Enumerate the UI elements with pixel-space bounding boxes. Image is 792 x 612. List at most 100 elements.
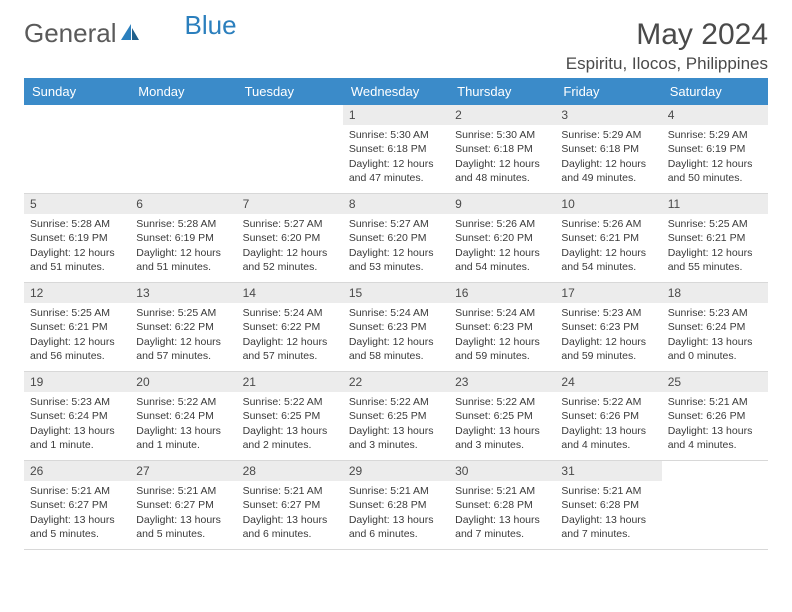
day-info-line: and 54 minutes.: [455, 260, 549, 274]
day-info-line: and 59 minutes.: [561, 349, 655, 363]
day-info-line: Sunset: 6:23 PM: [561, 320, 655, 334]
day-info-line: Sunrise: 5:28 AM: [136, 217, 230, 231]
day-number: 27: [130, 461, 236, 481]
day-info-line: Sunrise: 5:21 AM: [455, 484, 549, 498]
day-number: 20: [130, 372, 236, 392]
calendar-day-cell: 22Sunrise: 5:22 AMSunset: 6:25 PMDayligh…: [343, 372, 449, 461]
day-number: [662, 461, 768, 481]
calendar-day-cell: [237, 105, 343, 194]
sail-icon: [119, 18, 141, 49]
day-info-line: Sunrise: 5:25 AM: [30, 306, 124, 320]
day-info-line: and 3 minutes.: [349, 438, 443, 452]
brand-logo: General Blue: [24, 18, 237, 49]
day-info-line: Sunrise: 5:23 AM: [561, 306, 655, 320]
day-info-line: and 54 minutes.: [561, 260, 655, 274]
calendar-day-cell: 8Sunrise: 5:27 AMSunset: 6:20 PMDaylight…: [343, 194, 449, 283]
day-number: 22: [343, 372, 449, 392]
day-info-line: Daylight: 13 hours: [30, 513, 124, 527]
calendar-day-cell: 12Sunrise: 5:25 AMSunset: 6:21 PMDayligh…: [24, 283, 130, 372]
calendar-day-cell: 16Sunrise: 5:24 AMSunset: 6:23 PMDayligh…: [449, 283, 555, 372]
calendar-day-cell: 26Sunrise: 5:21 AMSunset: 6:27 PMDayligh…: [24, 461, 130, 550]
day-info-line: Sunrise: 5:22 AM: [136, 395, 230, 409]
day-info-line: Sunrise: 5:25 AM: [136, 306, 230, 320]
day-number: 10: [555, 194, 661, 214]
day-info-line: Sunrise: 5:22 AM: [455, 395, 549, 409]
day-info-line: Daylight: 12 hours: [349, 246, 443, 260]
day-info-line: Daylight: 13 hours: [136, 424, 230, 438]
weekday-header: Tuesday: [237, 78, 343, 105]
day-number: [237, 105, 343, 125]
calendar-day-cell: 23Sunrise: 5:22 AMSunset: 6:25 PMDayligh…: [449, 372, 555, 461]
day-info-line: Sunset: 6:27 PM: [243, 498, 337, 512]
day-info-line: Daylight: 12 hours: [455, 335, 549, 349]
day-info-line: and 2 minutes.: [243, 438, 337, 452]
calendar-day-cell: [130, 105, 236, 194]
day-info-line: Sunset: 6:26 PM: [668, 409, 762, 423]
calendar-day-cell: 17Sunrise: 5:23 AMSunset: 6:23 PMDayligh…: [555, 283, 661, 372]
day-info-line: Daylight: 12 hours: [561, 335, 655, 349]
day-info-line: Daylight: 13 hours: [455, 424, 549, 438]
weekday-header: Saturday: [662, 78, 768, 105]
calendar-day-cell: 9Sunrise: 5:26 AMSunset: 6:20 PMDaylight…: [449, 194, 555, 283]
day-info-line: Sunset: 6:27 PM: [30, 498, 124, 512]
day-info-line: Sunset: 6:18 PM: [349, 142, 443, 156]
day-number: 14: [237, 283, 343, 303]
day-info-line: Daylight: 13 hours: [136, 513, 230, 527]
day-info-line: Sunset: 6:20 PM: [349, 231, 443, 245]
day-info-line: Sunrise: 5:27 AM: [243, 217, 337, 231]
day-info-line: Sunset: 6:24 PM: [668, 320, 762, 334]
day-number: 18: [662, 283, 768, 303]
day-info-line: and 52 minutes.: [243, 260, 337, 274]
calendar-day-cell: 19Sunrise: 5:23 AMSunset: 6:24 PMDayligh…: [24, 372, 130, 461]
day-info-line: Daylight: 12 hours: [136, 335, 230, 349]
day-number: 6: [130, 194, 236, 214]
day-info-line: Sunrise: 5:23 AM: [30, 395, 124, 409]
calendar-week-row: 5Sunrise: 5:28 AMSunset: 6:19 PMDaylight…: [24, 194, 768, 283]
day-number: 30: [449, 461, 555, 481]
day-info-line: and 56 minutes.: [30, 349, 124, 363]
day-info-line: and 47 minutes.: [349, 171, 443, 185]
day-info-line: and 5 minutes.: [136, 527, 230, 541]
weekday-header: Monday: [130, 78, 236, 105]
day-info-line: Sunrise: 5:21 AM: [561, 484, 655, 498]
day-info-line: Daylight: 12 hours: [30, 335, 124, 349]
day-number: 19: [24, 372, 130, 392]
day-info-line: Daylight: 13 hours: [668, 335, 762, 349]
day-info-line: Sunset: 6:20 PM: [243, 231, 337, 245]
day-number: 2: [449, 105, 555, 125]
day-number: 7: [237, 194, 343, 214]
calendar-day-cell: 2Sunrise: 5:30 AMSunset: 6:18 PMDaylight…: [449, 105, 555, 194]
day-number: 15: [343, 283, 449, 303]
calendar-day-cell: 6Sunrise: 5:28 AMSunset: 6:19 PMDaylight…: [130, 194, 236, 283]
calendar-day-cell: 4Sunrise: 5:29 AMSunset: 6:19 PMDaylight…: [662, 105, 768, 194]
calendar-day-cell: 24Sunrise: 5:22 AMSunset: 6:26 PMDayligh…: [555, 372, 661, 461]
day-number: 24: [555, 372, 661, 392]
calendar-day-cell: 15Sunrise: 5:24 AMSunset: 6:23 PMDayligh…: [343, 283, 449, 372]
day-number: 31: [555, 461, 661, 481]
day-info-line: Daylight: 12 hours: [561, 246, 655, 260]
day-info-line: and 5 minutes.: [30, 527, 124, 541]
day-info-line: Sunset: 6:19 PM: [30, 231, 124, 245]
calendar-day-cell: 29Sunrise: 5:21 AMSunset: 6:28 PMDayligh…: [343, 461, 449, 550]
day-info-line: Sunrise: 5:21 AM: [349, 484, 443, 498]
calendar-table: SundayMondayTuesdayWednesdayThursdayFrid…: [24, 78, 768, 550]
day-info-line: Sunrise: 5:26 AM: [455, 217, 549, 231]
day-number: 8: [343, 194, 449, 214]
day-info-line: Daylight: 12 hours: [668, 246, 762, 260]
day-number: 25: [662, 372, 768, 392]
day-info-line: Sunrise: 5:29 AM: [668, 128, 762, 142]
day-info-line: and 53 minutes.: [349, 260, 443, 274]
day-info-line: Sunset: 6:24 PM: [136, 409, 230, 423]
day-info-line: Sunrise: 5:21 AM: [668, 395, 762, 409]
day-info-line: Sunset: 6:19 PM: [136, 231, 230, 245]
day-info-line: Sunset: 6:26 PM: [561, 409, 655, 423]
day-info-line: Sunset: 6:28 PM: [349, 498, 443, 512]
day-info-line: Daylight: 12 hours: [243, 246, 337, 260]
calendar-day-cell: 27Sunrise: 5:21 AMSunset: 6:27 PMDayligh…: [130, 461, 236, 550]
day-number: 12: [24, 283, 130, 303]
day-info-line: Sunset: 6:25 PM: [349, 409, 443, 423]
calendar-week-row: 12Sunrise: 5:25 AMSunset: 6:21 PMDayligh…: [24, 283, 768, 372]
day-info-line: and 6 minutes.: [243, 527, 337, 541]
day-number: 13: [130, 283, 236, 303]
day-info-line: Daylight: 12 hours: [455, 246, 549, 260]
